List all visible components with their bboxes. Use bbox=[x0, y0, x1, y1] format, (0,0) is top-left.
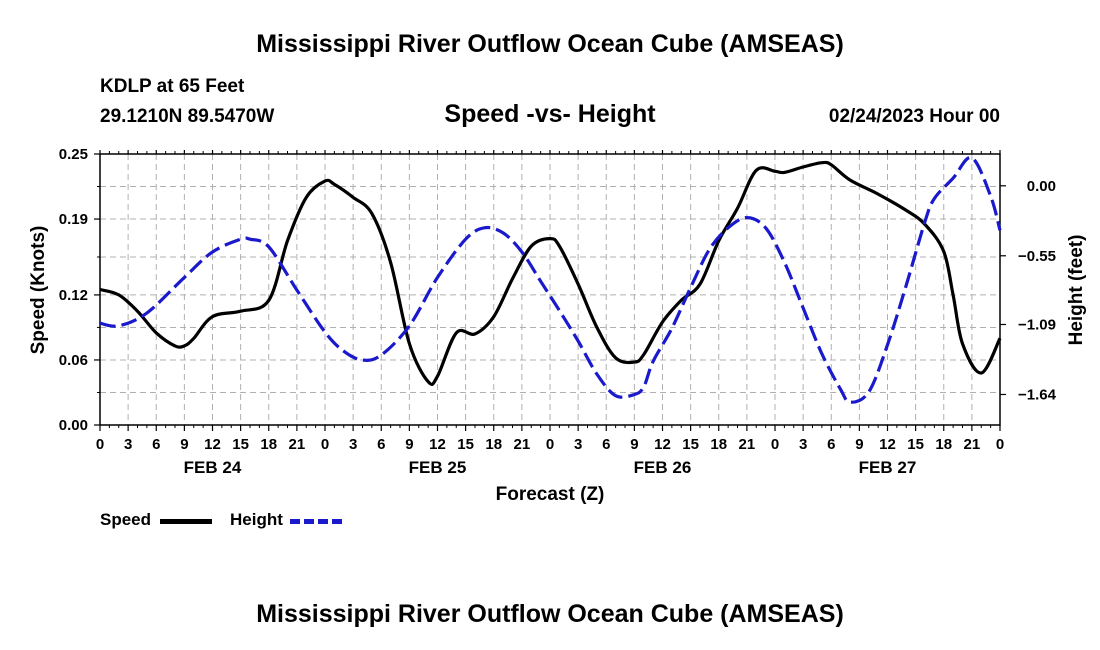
y-left-tick-label: 0.25 bbox=[59, 146, 88, 163]
speed-series-line bbox=[99, 160, 1002, 387]
x-tick-label: 9 bbox=[855, 436, 863, 453]
x-tick-label: 21 bbox=[964, 436, 981, 453]
x-tick-label: 9 bbox=[630, 436, 638, 453]
x-tick-label: 3 bbox=[574, 436, 582, 453]
chart-footer-title: Mississippi River Outflow Ocean Cube (AM… bbox=[256, 600, 844, 628]
x-tick-label: 18 bbox=[710, 436, 727, 453]
forecast-datetime: 02/24/2023 Hour 00 bbox=[828, 106, 1000, 127]
y-right-tick-label: −1.09 bbox=[1018, 316, 1056, 333]
x-tick-label: 9 bbox=[180, 436, 188, 453]
x-tick-label: 18 bbox=[260, 436, 277, 453]
y-right-tick-label: −1.64 bbox=[1018, 386, 1057, 403]
y-left-tick-label: 0.00 bbox=[59, 417, 88, 434]
station-coordinates: 29.1210N 89.5470W bbox=[100, 106, 275, 127]
x-tick-label: 0 bbox=[96, 436, 104, 453]
x-tick-label: 21 bbox=[289, 436, 306, 453]
day-label: FEB 25 bbox=[409, 458, 467, 477]
x-tick-label: 18 bbox=[935, 436, 952, 453]
y-left-tick-label: 0.12 bbox=[59, 287, 88, 304]
x-tick-label: 21 bbox=[739, 436, 756, 453]
x-tick-label: 6 bbox=[827, 436, 835, 453]
station-label: KDLP at 65 Feet bbox=[100, 76, 245, 97]
chart-main-title: Mississippi River Outflow Ocean Cube (AM… bbox=[256, 30, 844, 58]
x-tick-label: 15 bbox=[457, 436, 474, 453]
y-left-tick-label: 0.19 bbox=[59, 211, 88, 228]
y-left-tick-label: 0.06 bbox=[59, 352, 88, 369]
x-tick-label: 12 bbox=[654, 436, 671, 453]
x-axis-label: Forecast (Z) bbox=[496, 484, 605, 505]
x-tick-label: 0 bbox=[996, 436, 1004, 453]
legend-speed-label: Speed bbox=[100, 510, 152, 529]
x-tick-label: 12 bbox=[879, 436, 896, 453]
chart-subtitle: Speed -vs- Height bbox=[444, 100, 656, 128]
grid bbox=[100, 154, 1000, 425]
x-tick-label: 12 bbox=[204, 436, 221, 453]
series bbox=[99, 155, 1002, 404]
x-tick-label: 12 bbox=[429, 436, 446, 453]
tick-marks bbox=[94, 150, 1006, 431]
y-axis-right-label: Height (feet) bbox=[1066, 235, 1087, 346]
day-label: FEB 24 bbox=[184, 458, 242, 477]
x-tick-label: 9 bbox=[405, 436, 413, 453]
x-tick-label: 0 bbox=[321, 436, 329, 453]
height-series-line bbox=[99, 155, 1002, 404]
x-tick-label: 3 bbox=[124, 436, 132, 453]
x-tick-label: 6 bbox=[377, 436, 385, 453]
x-tick-label: 15 bbox=[907, 436, 924, 453]
x-tick-label: 3 bbox=[349, 436, 357, 453]
y-right-tick-label: −0.55 bbox=[1018, 248, 1056, 265]
x-tick-label: 6 bbox=[602, 436, 610, 453]
x-tick-label: 0 bbox=[546, 436, 554, 453]
y-axis-left-label: Speed (Knots) bbox=[28, 226, 49, 355]
x-tick-label: 15 bbox=[682, 436, 699, 453]
legend-height-swatch bbox=[290, 519, 342, 524]
x-tick-label: 0 bbox=[771, 436, 779, 453]
x-tick-label: 6 bbox=[152, 436, 160, 453]
legend-height-label: Height bbox=[230, 510, 283, 529]
x-tick-label: 15 bbox=[232, 436, 249, 453]
tick-labels: 0 3 6 9 12 15 18 21 0 3 6 9 12 15 18 21 0 3 6 9 12 15 18 21 0 3 6 9… bbox=[59, 146, 1057, 477]
x-tick-label: 18 bbox=[485, 436, 502, 453]
y-right-tick-label: 0.00 bbox=[1027, 178, 1056, 195]
x-tick-label: 3 bbox=[799, 436, 807, 453]
x-tick-label: 21 bbox=[514, 436, 531, 453]
legend-speed-swatch bbox=[160, 519, 212, 524]
day-label: FEB 26 bbox=[634, 458, 692, 477]
day-label: FEB 27 bbox=[859, 458, 917, 477]
